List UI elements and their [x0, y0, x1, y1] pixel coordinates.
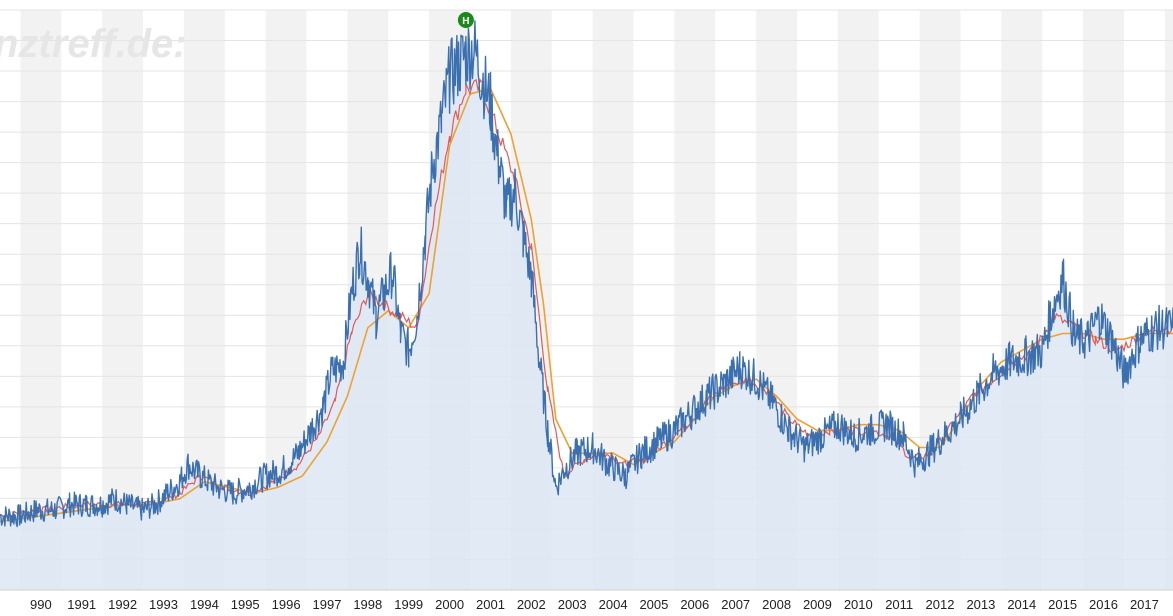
x-tick-label: 2009 [803, 597, 832, 612]
high-marker-circle [457, 12, 474, 28]
x-axis-ticks: 990 1991 1992 1993 1994 1995 1996 1997 1998 1999 2… [30, 597, 1159, 612]
x-tick-label: 2013 [966, 597, 995, 612]
price-line [0, 20, 1173, 528]
x-tick-label: 2008 [762, 597, 791, 612]
x-tick-label: 1996 [272, 597, 301, 612]
year-band [20, 10, 62, 590]
x-tick-label: 2012 [926, 597, 955, 612]
x-tick-label: 1992 [108, 597, 137, 612]
year-band [1164, 10, 1173, 590]
price-area-fill [0, 20, 1173, 590]
long-moving-average-line [0, 87, 1173, 523]
x-tick-label: 2003 [558, 597, 587, 612]
watermark-text: nztreff.de: [0, 22, 187, 66]
x-tick-label: 2002 [517, 597, 546, 612]
x-tick-label: 2011 [885, 597, 913, 612]
x-tick-label: 1998 [353, 597, 382, 612]
x-tick-label: 1995 [231, 597, 260, 612]
year-band [102, 10, 144, 590]
x-tick-label: 1993 [149, 597, 178, 612]
x-tick-label: 2017 [1130, 597, 1159, 612]
x-tick-label: 2016 [1089, 597, 1118, 612]
x-tick-label: 2001 [476, 597, 505, 612]
x-tick-label: 2005 [639, 597, 668, 612]
x-tick-label: 990 [30, 597, 52, 612]
x-tick-label: 2004 [599, 597, 628, 612]
high-marker-label: H [462, 16, 469, 27]
x-tick-label: 2010 [844, 597, 873, 612]
x-tick-label: 1994 [190, 597, 219, 612]
x-tick-label: 2006 [680, 597, 709, 612]
x-tick-label: 1991 [67, 597, 96, 612]
x-tick-label: 2015 [1048, 597, 1077, 612]
high-marker[interactable]: H [457, 12, 474, 28]
x-tick-label: 2007 [721, 597, 750, 612]
x-tick-label: 2000 [435, 597, 464, 612]
x-tick-label: 2014 [1007, 597, 1036, 612]
x-tick-label: 1999 [394, 597, 423, 612]
x-tick-label: 1997 [313, 597, 342, 612]
